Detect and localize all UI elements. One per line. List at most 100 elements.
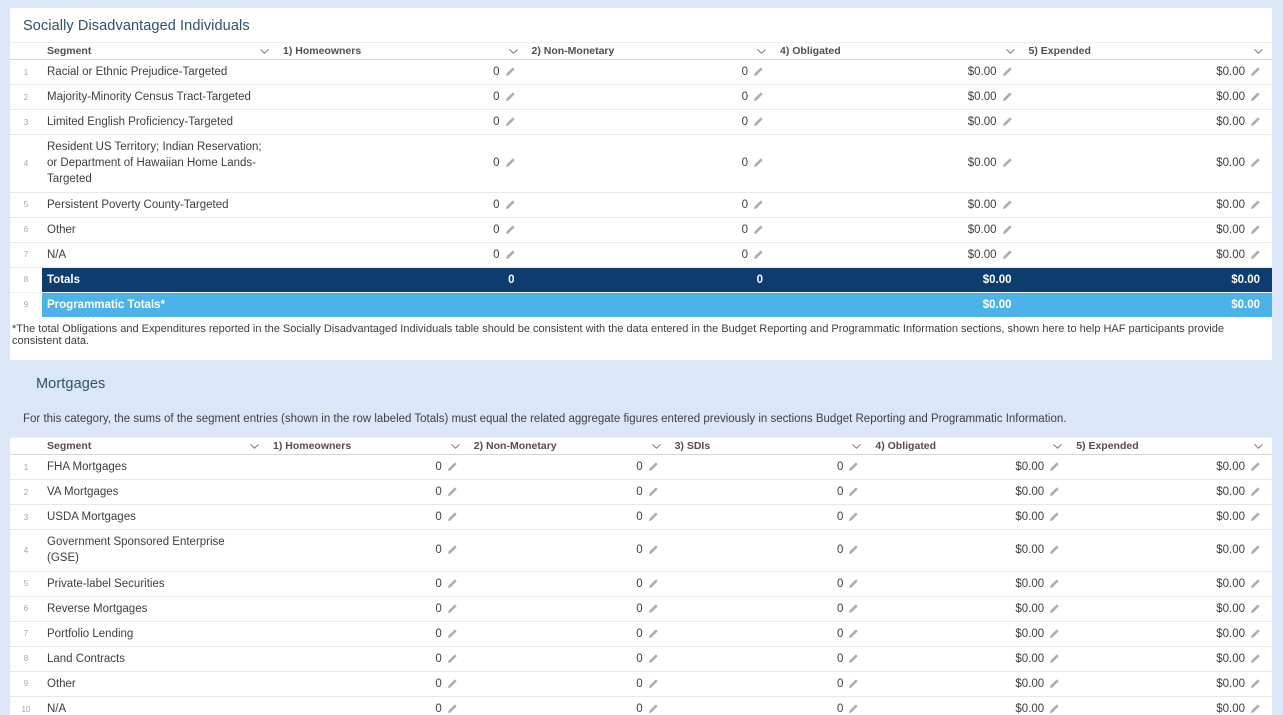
chevron-down-icon[interactable] [505,49,518,54]
chevron-down-icon[interactable] [256,49,269,54]
chevron-down-icon[interactable] [1250,444,1263,449]
pencil-edit-icon[interactable] [1250,545,1260,555]
mortgages-section-card: Segment1) Homeowners2) Non-Monetary3) SD… [10,437,1272,715]
pencil-edit-icon[interactable] [648,545,658,555]
pencil-edit-icon[interactable] [753,67,763,77]
value-cell-editable: 0 [670,486,871,498]
pencil-edit-icon[interactable] [848,545,858,555]
pencil-edit-icon[interactable] [753,200,763,210]
chevron-down-icon[interactable] [447,444,460,449]
pencil-edit-icon[interactable] [1002,200,1012,210]
pencil-edit-icon[interactable] [1049,679,1059,689]
pencil-edit-icon[interactable] [447,704,457,714]
pencil-edit-icon[interactable] [848,604,858,614]
pencil-edit-icon[interactable] [505,250,515,260]
pencil-edit-icon[interactable] [753,225,763,235]
pencil-edit-icon[interactable] [1002,92,1012,102]
pencil-edit-icon[interactable] [648,629,658,639]
pencil-edit-icon[interactable] [1250,67,1260,77]
pencil-edit-icon[interactable] [1250,629,1260,639]
chevron-down-icon[interactable] [246,444,259,449]
pencil-edit-icon[interactable] [1250,462,1260,472]
pencil-edit-icon[interactable] [447,545,457,555]
pencil-edit-icon[interactable] [505,200,515,210]
pencil-edit-icon[interactable] [1250,158,1260,168]
pencil-edit-icon[interactable] [1002,117,1012,127]
pencil-edit-icon[interactable] [1250,604,1260,614]
pencil-edit-icon[interactable] [753,117,763,127]
pencil-edit-icon[interactable] [753,158,763,168]
pencil-edit-icon[interactable] [848,654,858,664]
pencil-edit-icon[interactable] [447,604,457,614]
value-cell-editable: $0.00 [1024,224,1273,236]
chevron-down-icon[interactable] [648,444,661,449]
pencil-edit-icon[interactable] [447,629,457,639]
pencil-edit-icon[interactable] [505,92,515,102]
pencil-edit-icon[interactable] [1250,250,1260,260]
chevron-down-icon[interactable] [1250,49,1263,54]
table-row: 4Government Sponsored Enterprise (GSE)00… [10,530,1272,571]
pencil-edit-icon[interactable] [447,462,457,472]
pencil-edit-icon[interactable] [1049,704,1059,714]
pencil-edit-icon[interactable] [648,579,658,589]
pencil-edit-icon[interactable] [848,462,858,472]
pencil-edit-icon[interactable] [1250,200,1260,210]
pencil-edit-icon[interactable] [648,462,658,472]
pencil-edit-icon[interactable] [1049,487,1059,497]
pencil-edit-icon[interactable] [648,704,658,714]
pencil-edit-icon[interactable] [848,679,858,689]
pencil-edit-icon[interactable] [447,654,457,664]
value-cell-total: $0.00 [775,299,1024,311]
cell-value: $0.00 [1216,653,1245,665]
pencil-edit-icon[interactable] [1002,250,1012,260]
pencil-edit-icon[interactable] [1250,512,1260,522]
pencil-edit-icon[interactable] [1002,67,1012,77]
totals-row: 8Totals00$0.00$0.00 [10,268,1272,293]
pencil-edit-icon[interactable] [1250,579,1260,589]
pencil-edit-icon[interactable] [1250,92,1260,102]
pencil-edit-icon[interactable] [648,604,658,614]
pencil-edit-icon[interactable] [1049,604,1059,614]
pencil-edit-icon[interactable] [1049,545,1059,555]
pencil-edit-icon[interactable] [447,512,457,522]
pencil-edit-icon[interactable] [753,92,763,102]
chevron-down-icon[interactable] [1002,49,1015,54]
chevron-down-icon[interactable] [1049,444,1062,449]
pencil-edit-icon[interactable] [648,487,658,497]
pencil-edit-icon[interactable] [848,487,858,497]
pencil-edit-icon[interactable] [648,512,658,522]
pencil-edit-icon[interactable] [1250,654,1260,664]
chevron-down-icon[interactable] [848,444,861,449]
pencil-edit-icon[interactable] [447,579,457,589]
pencil-edit-icon[interactable] [648,654,658,664]
pencil-edit-icon[interactable] [1049,629,1059,639]
pencil-edit-icon[interactable] [505,158,515,168]
value-cell-editable: $0.00 [775,157,1024,169]
pencil-edit-icon[interactable] [753,250,763,260]
pencil-edit-icon[interactable] [648,679,658,689]
segment-cell: Majority-Minority Census Tract-Targeted [42,85,278,109]
pencil-edit-icon[interactable] [1002,158,1012,168]
cell-value: $0.00 [968,91,997,103]
pencil-edit-icon[interactable] [447,679,457,689]
pencil-edit-icon[interactable] [848,629,858,639]
pencil-edit-icon[interactable] [848,512,858,522]
row-number: 4 [10,530,42,570]
pencil-edit-icon[interactable] [505,225,515,235]
chevron-down-icon[interactable] [753,49,766,54]
pencil-edit-icon[interactable] [1250,117,1260,127]
pencil-edit-icon[interactable] [1250,679,1260,689]
pencil-edit-icon[interactable] [1250,704,1260,714]
pencil-edit-icon[interactable] [848,579,858,589]
pencil-edit-icon[interactable] [505,67,515,77]
pencil-edit-icon[interactable] [1250,225,1260,235]
pencil-edit-icon[interactable] [447,487,457,497]
pencil-edit-icon[interactable] [505,117,515,127]
pencil-edit-icon[interactable] [1250,487,1260,497]
pencil-edit-icon[interactable] [848,704,858,714]
pencil-edit-icon[interactable] [1049,462,1059,472]
pencil-edit-icon[interactable] [1002,225,1012,235]
pencil-edit-icon[interactable] [1049,579,1059,589]
pencil-edit-icon[interactable] [1049,512,1059,522]
pencil-edit-icon[interactable] [1049,654,1059,664]
